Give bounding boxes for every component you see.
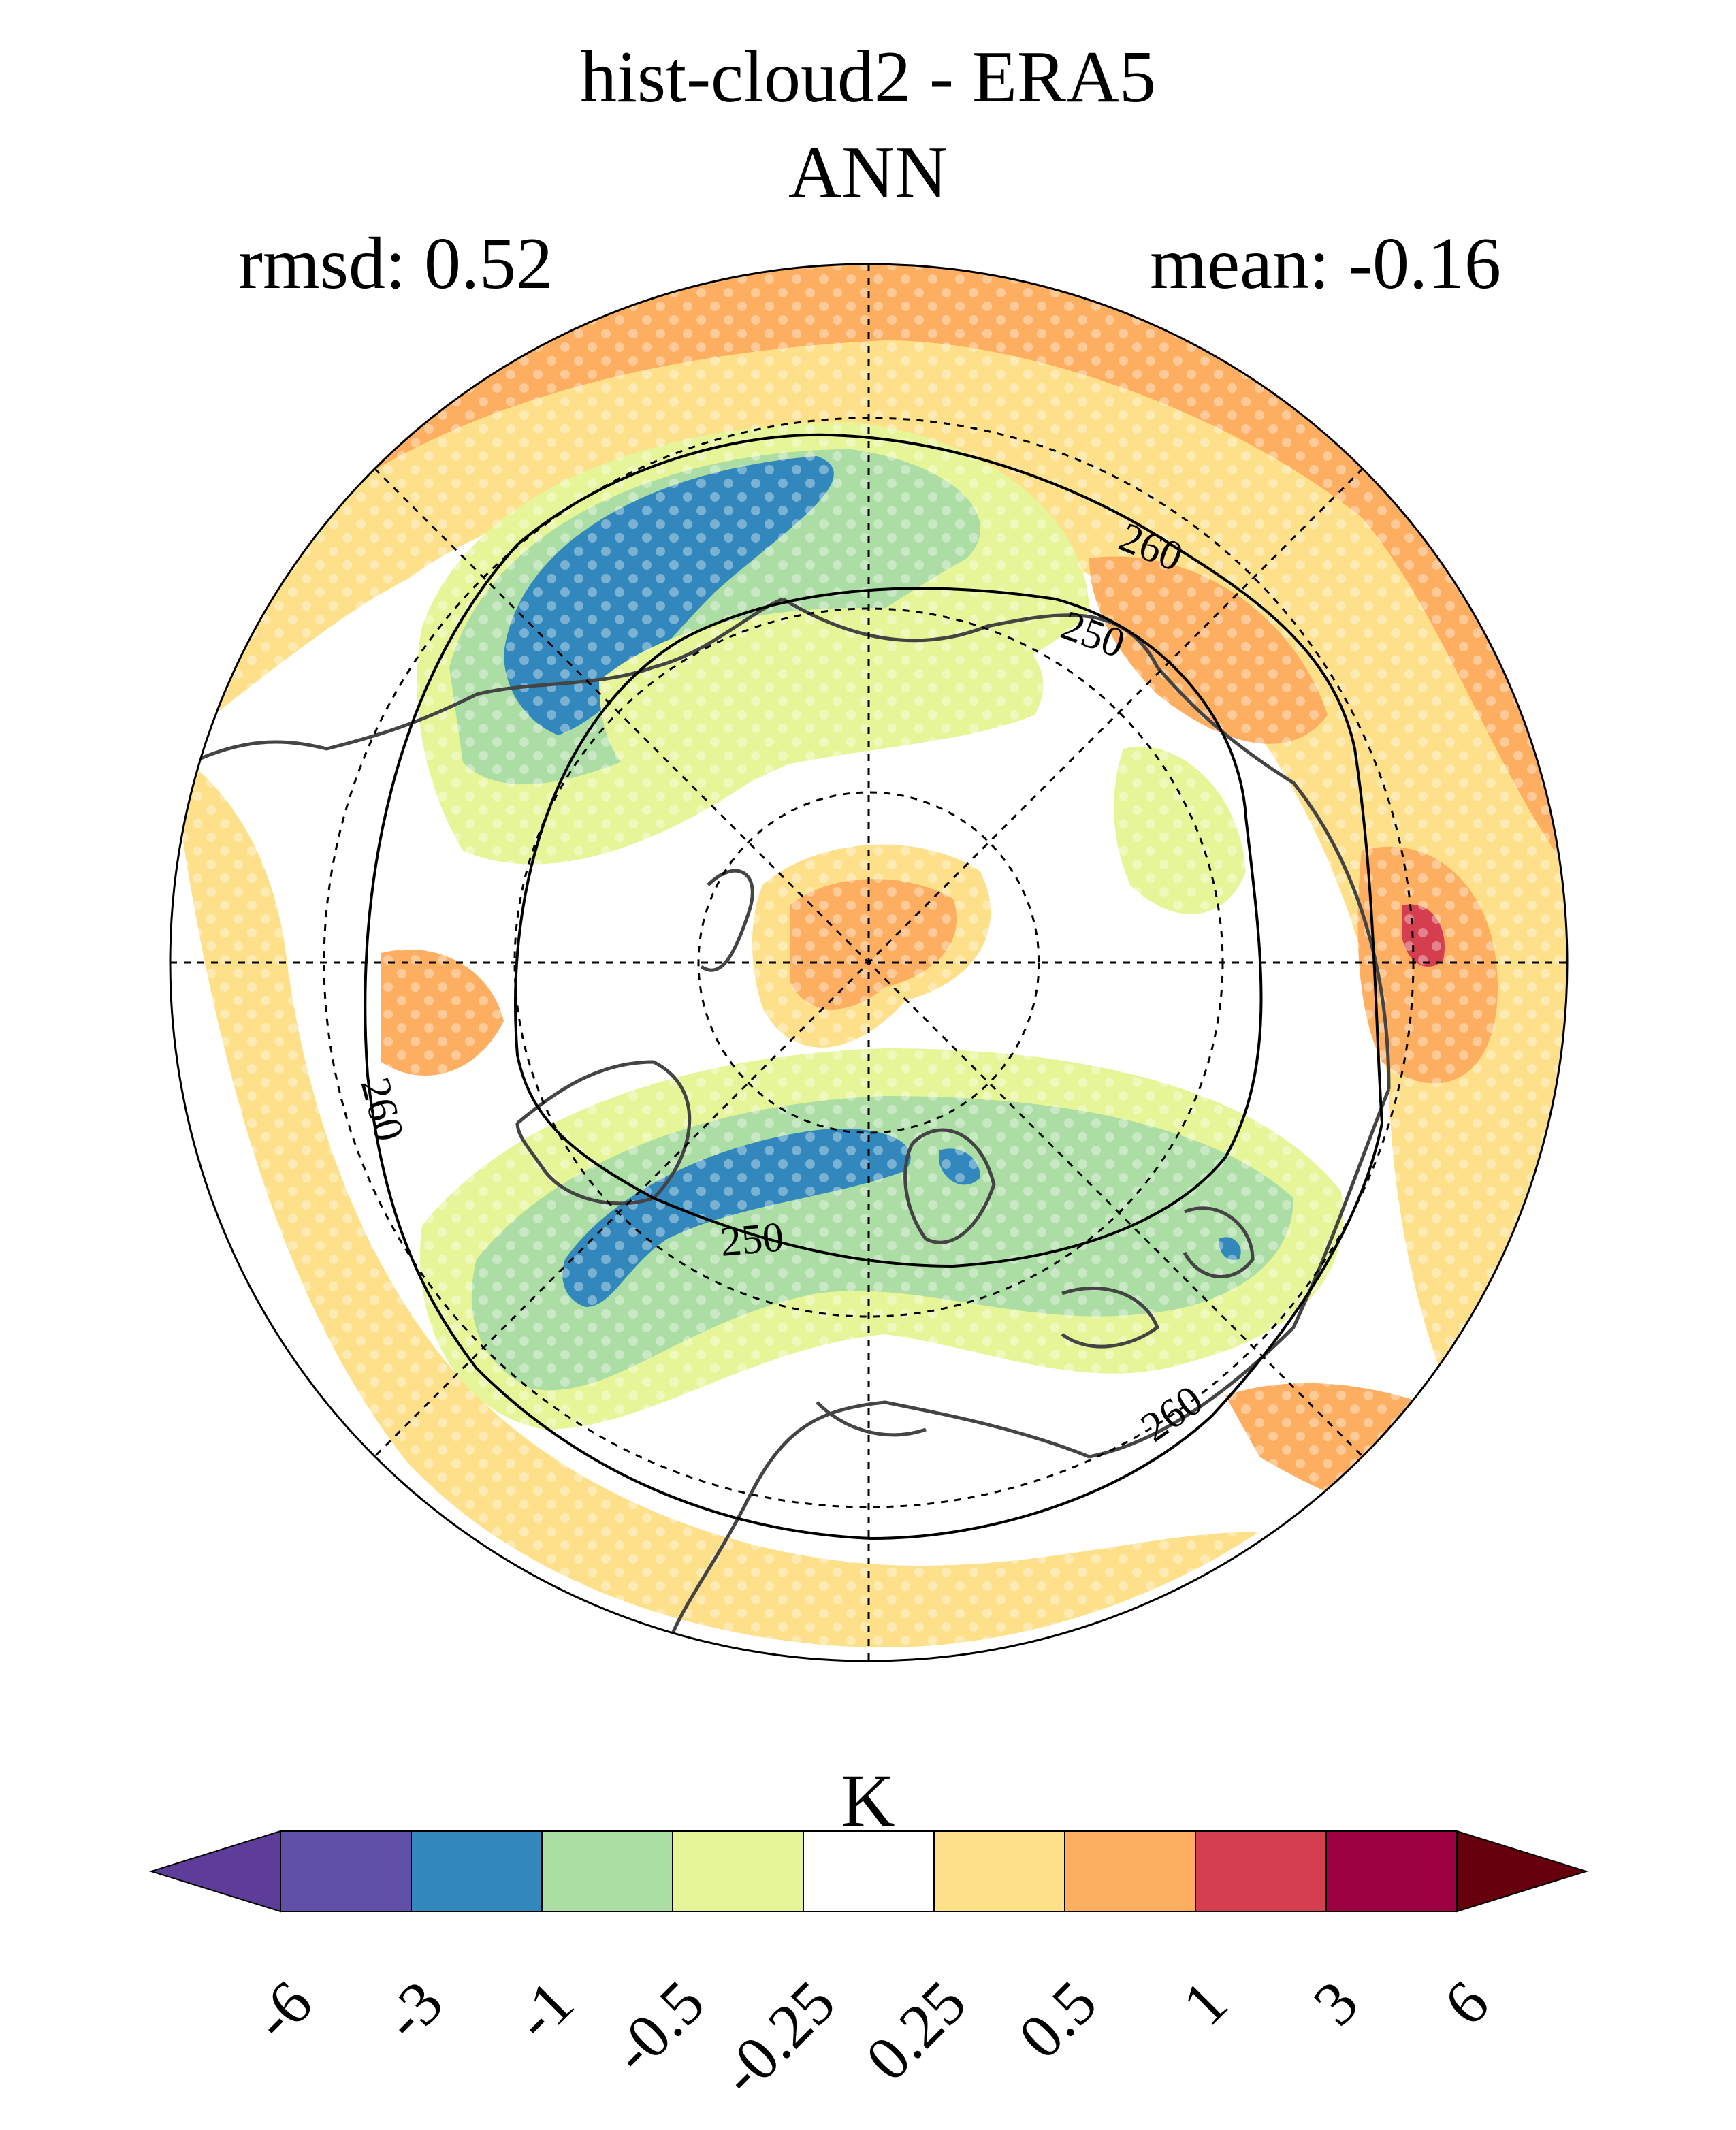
colorbar-segment <box>672 1830 804 1912</box>
colorbar-segment <box>1325 1830 1458 1912</box>
contour-label: 250 <box>718 1214 786 1265</box>
colorbar-segment <box>411 1830 543 1912</box>
colorbar-segment <box>803 1830 935 1912</box>
graticule <box>170 264 1567 1661</box>
colorbar-unit: K <box>841 1759 895 1842</box>
colorbar-segment <box>541 1830 673 1912</box>
map-boundary <box>169 263 1569 1662</box>
contour-lines <box>364 433 1384 1540</box>
mean-label: mean: -0.16 <box>1150 223 1501 304</box>
colorbar-extend-high <box>1456 1830 1589 1913</box>
colorbar-extend-low <box>148 1830 281 1913</box>
rmsd-label: rmsd: 0.52 <box>238 223 553 304</box>
colorbar-segment <box>280 1830 412 1912</box>
season-label: ANN <box>788 132 948 213</box>
colorbar <box>148 1830 1589 1913</box>
figure-title: hist-cloud2 - ERA5 <box>580 37 1156 118</box>
colorbar-segment <box>1064 1830 1196 1912</box>
colorbar-segment <box>1195 1830 1327 1912</box>
colorbar-segment <box>933 1830 1065 1912</box>
